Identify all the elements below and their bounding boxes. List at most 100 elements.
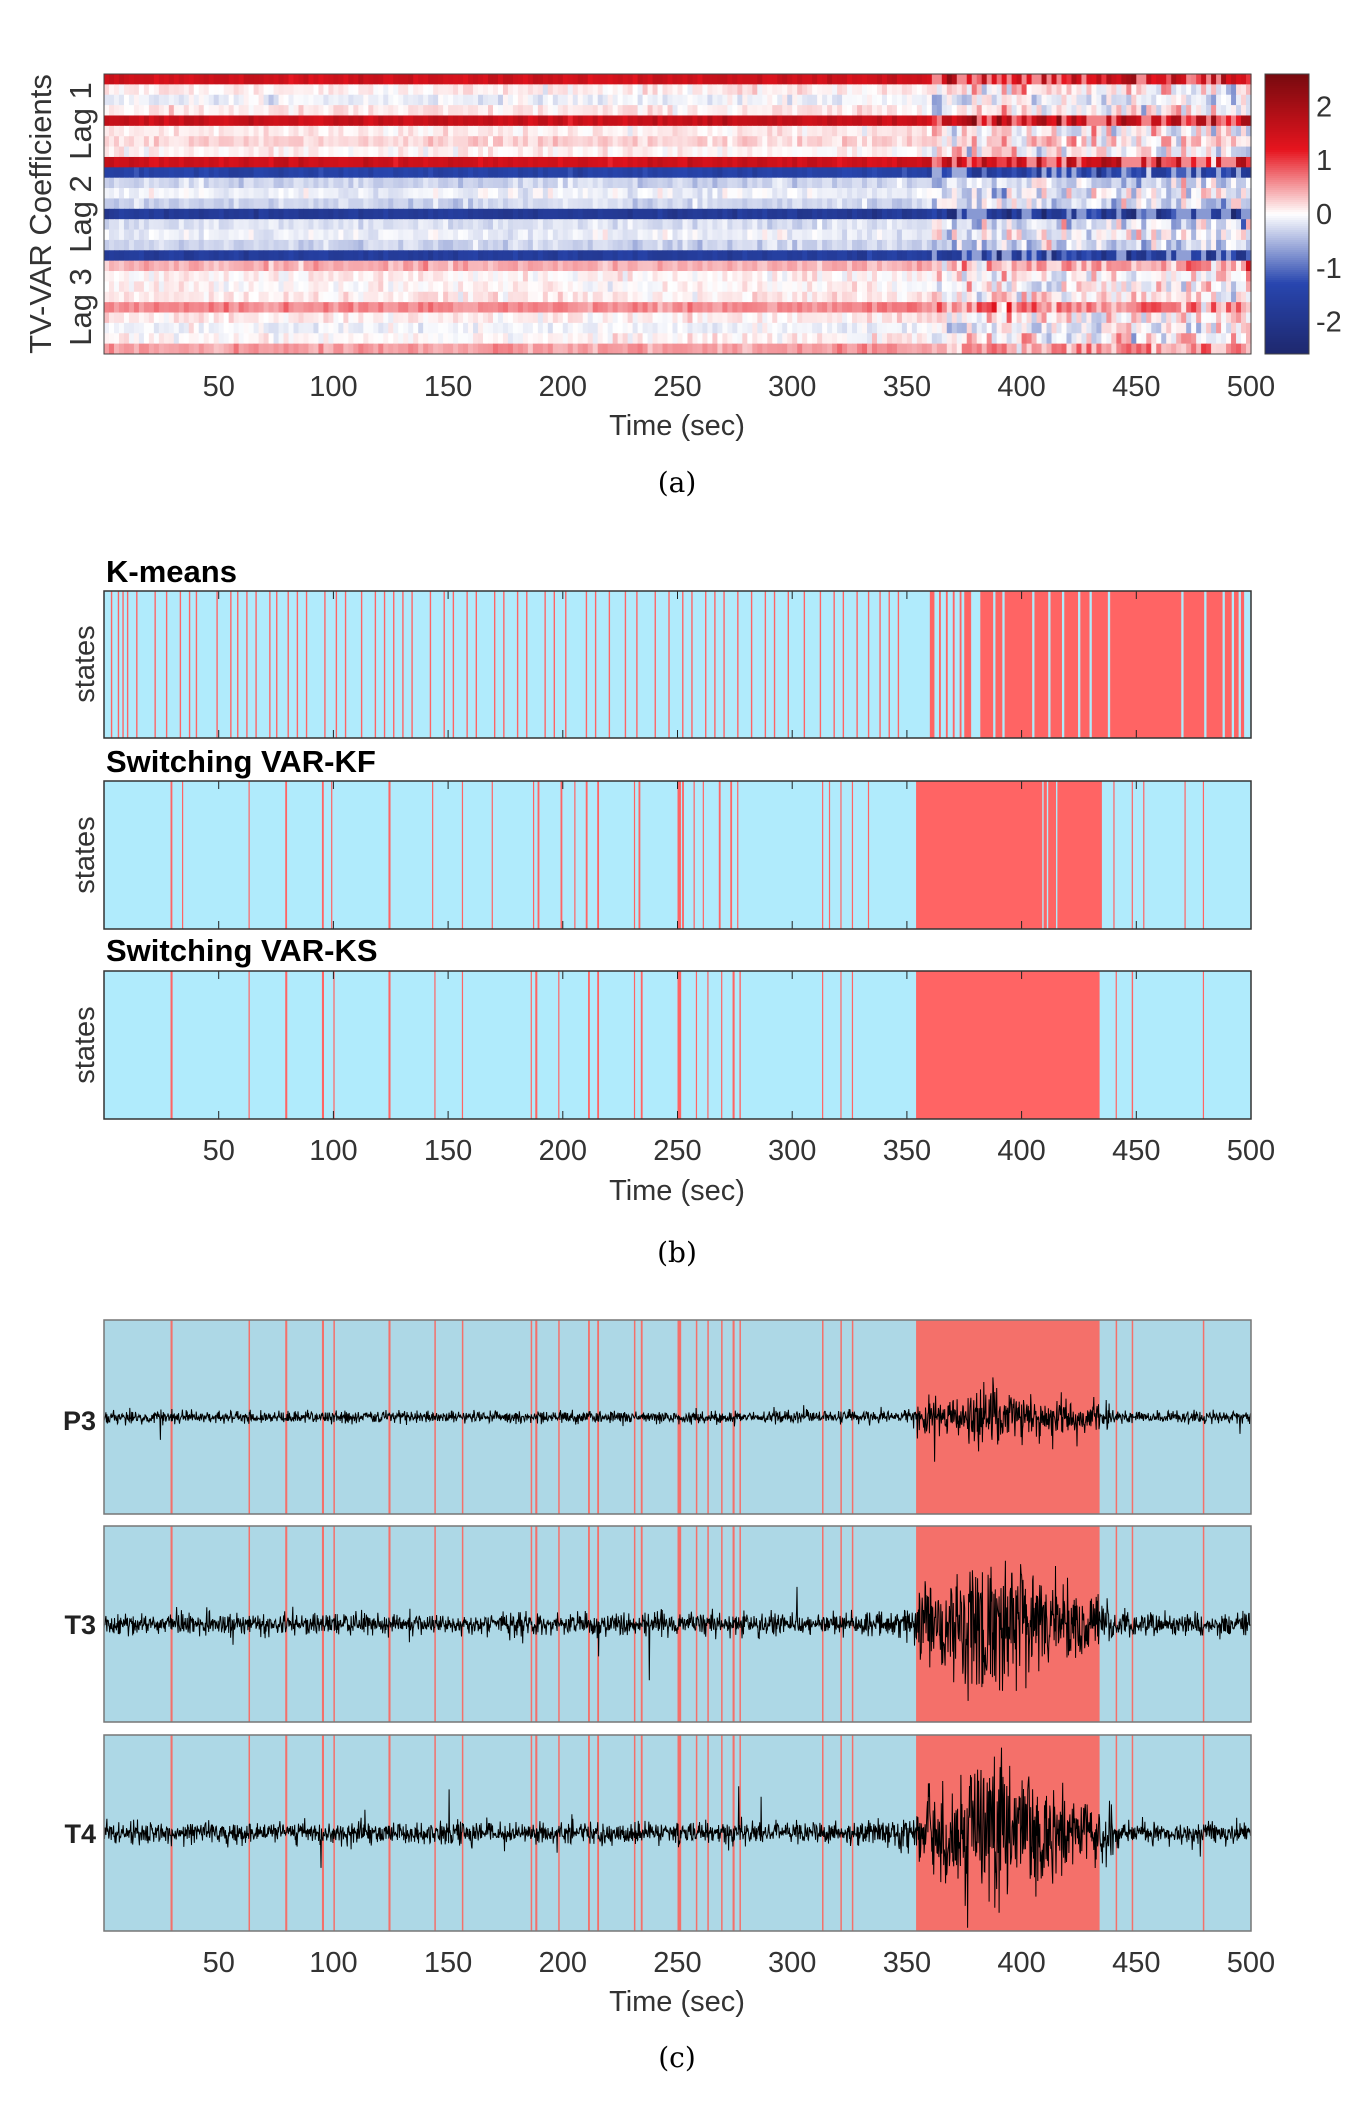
heatmap-cell <box>832 260 838 272</box>
heatmap-cell <box>921 188 928 199</box>
heatmap-cell <box>667 156 674 168</box>
heatmap-cell <box>837 219 843 230</box>
heatmap-cell <box>1051 250 1058 261</box>
heatmap-cell <box>1151 229 1157 241</box>
heatmap-cell <box>253 188 260 199</box>
heatmap-cell <box>852 271 858 282</box>
heatmap-cell <box>1186 198 1192 210</box>
heatmap-cell <box>492 84 499 96</box>
heatmap-cell <box>1066 281 1073 293</box>
heatmap-cell <box>188 291 195 303</box>
heatmap-cell <box>278 115 285 127</box>
heatmap-cell <box>926 208 933 220</box>
heatmap-cell <box>1046 239 1053 251</box>
heatmap-cell <box>961 156 968 168</box>
heatmap-cell <box>348 208 354 220</box>
heatmap-cell <box>263 291 270 303</box>
heatmap-cell <box>916 94 923 106</box>
heatmap-cell <box>1061 136 1068 147</box>
heatmap-cell <box>667 115 674 127</box>
heatmap-cell <box>1236 198 1242 210</box>
heatmap-cell <box>168 229 175 241</box>
heatmap-cell <box>468 208 474 220</box>
heatmap-cell <box>418 84 424 96</box>
heatmap-cell <box>1051 208 1058 220</box>
heatmap-cell <box>418 198 424 210</box>
heatmap-cell <box>1191 115 1197 127</box>
heatmap-cell <box>832 146 838 158</box>
heatmap-cell <box>398 219 404 230</box>
heatmap-cell <box>1171 115 1177 127</box>
heatmap-cell <box>662 229 669 241</box>
heatmap-cell <box>767 188 773 199</box>
heatmap-cell <box>627 105 634 116</box>
heatmap-cell <box>602 239 609 251</box>
heatmap-cell <box>1241 177 1247 189</box>
heatmap-cell <box>692 74 699 85</box>
heatmap-cell <box>318 177 325 189</box>
heatmap-cell <box>483 177 489 189</box>
heatmap-cell <box>1201 94 1207 106</box>
heatmap-cell <box>1061 115 1068 127</box>
heatmap-cell <box>1111 239 1117 251</box>
heatmap-cell <box>752 291 758 303</box>
heatmap-cell <box>492 125 499 137</box>
heatmap-cell <box>208 250 215 261</box>
heatmap-cell <box>951 239 958 251</box>
heatmap-cell <box>782 239 788 251</box>
heatmap-cell <box>268 167 275 179</box>
heatmap-cell <box>487 219 494 230</box>
heatmap-cell <box>453 198 459 210</box>
heatmap-cell <box>423 136 429 147</box>
heatmap-cell <box>338 146 344 158</box>
heatmap-cell <box>817 198 823 210</box>
heatmap-cell <box>876 74 883 85</box>
heatmap-cell <box>842 177 848 189</box>
heatmap-cell <box>807 208 813 220</box>
heatmap-cell <box>657 177 664 189</box>
heatmap-cell <box>193 260 200 272</box>
heatmap-cell <box>298 84 305 96</box>
heatmap-cell <box>512 239 519 251</box>
heatmap-cell <box>413 260 419 272</box>
heatmap-cell <box>881 94 888 106</box>
heatmap-cell <box>203 74 210 85</box>
heatmap-cell <box>772 94 778 106</box>
heatmap-cell <box>827 74 833 85</box>
heatmap-cell <box>956 115 963 127</box>
heatmap-cell <box>453 281 459 293</box>
heatmap-cell <box>258 271 265 282</box>
heatmap-cell <box>722 208 728 220</box>
heatmap-cell <box>901 146 908 158</box>
heatmap-cell <box>1211 74 1217 85</box>
heatmap-cell <box>976 136 983 147</box>
heatmap-cell <box>976 74 983 85</box>
heatmap-cell <box>1006 260 1013 272</box>
heatmap-cell <box>1156 250 1162 261</box>
heatmap-cell <box>552 74 559 85</box>
heatmap-cell <box>343 105 349 116</box>
heatmap-cell <box>388 219 394 230</box>
heatmap-cell <box>203 281 210 293</box>
heatmap-cell <box>507 115 514 127</box>
heatmap-cell <box>647 229 654 241</box>
heatmap-cell <box>862 281 868 293</box>
heatmap-cell <box>1121 188 1127 199</box>
heatmap-cell <box>1086 84 1093 96</box>
heatmap-cell <box>792 156 798 168</box>
heatmap-cell <box>632 177 639 189</box>
heatmap-cell <box>822 239 828 251</box>
heatmap-cell <box>936 156 943 168</box>
heatmap-cell <box>1241 94 1247 106</box>
heatmap-cell <box>268 146 275 158</box>
heatmap-cell <box>1216 84 1222 96</box>
heatmap-cell <box>1141 250 1147 261</box>
heatmap-cell <box>1031 125 1038 137</box>
heatmap-cell <box>408 105 414 116</box>
heatmap-cell <box>677 94 684 106</box>
heatmap-cell <box>288 260 295 272</box>
heatmap-cell <box>248 271 255 282</box>
heatmap-cell <box>951 198 958 210</box>
heatmap-cell <box>517 74 524 85</box>
heatmap-cell <box>313 84 320 96</box>
